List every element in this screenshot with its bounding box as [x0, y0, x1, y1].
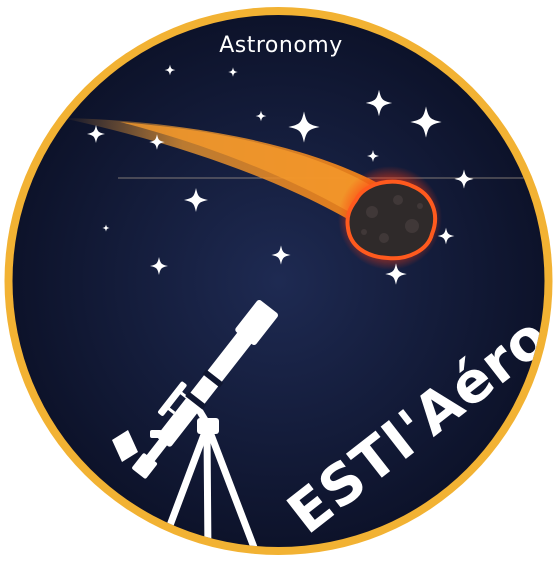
crater	[393, 195, 403, 205]
night-sky	[12, 15, 545, 547]
star-icon	[271, 245, 291, 265]
tube-ring	[185, 391, 207, 410]
tripod-leg	[206, 428, 259, 547]
tripod-leg	[203, 428, 212, 547]
diagonal-eyepiece	[112, 430, 138, 462]
crater	[405, 219, 419, 233]
star-icon	[150, 257, 168, 275]
star-icon	[410, 106, 442, 138]
star-icon	[164, 64, 176, 76]
star-icon	[288, 111, 320, 143]
star-icon	[365, 89, 393, 117]
tube-ring	[202, 369, 224, 388]
star-icon	[102, 224, 110, 232]
eyepiece-knob	[150, 430, 162, 438]
crater	[366, 206, 378, 218]
finder-scope	[158, 381, 187, 416]
badge-top-label: Astronomy	[219, 33, 343, 58]
telescope-focuser	[145, 436, 170, 463]
star-icon	[385, 263, 407, 285]
comet-tail-inner	[120, 122, 398, 238]
telescope-dew-shield	[235, 299, 278, 346]
crater	[361, 229, 367, 235]
meteor-body	[345, 179, 438, 261]
telescope-tube	[157, 327, 256, 447]
star-icon	[437, 227, 455, 245]
star-icon	[367, 150, 379, 162]
star-icon	[87, 125, 105, 143]
finder-bracket	[167, 406, 176, 415]
star-icon	[454, 169, 474, 189]
star-icon	[184, 188, 208, 212]
star-icon	[149, 134, 165, 150]
star-icon	[228, 67, 238, 77]
crater	[379, 233, 389, 243]
comet-icon	[62, 118, 442, 270]
telescope-mount	[197, 418, 219, 434]
telescope-eyepiece	[132, 453, 158, 479]
star-icon	[255, 110, 267, 122]
crater	[417, 203, 423, 209]
